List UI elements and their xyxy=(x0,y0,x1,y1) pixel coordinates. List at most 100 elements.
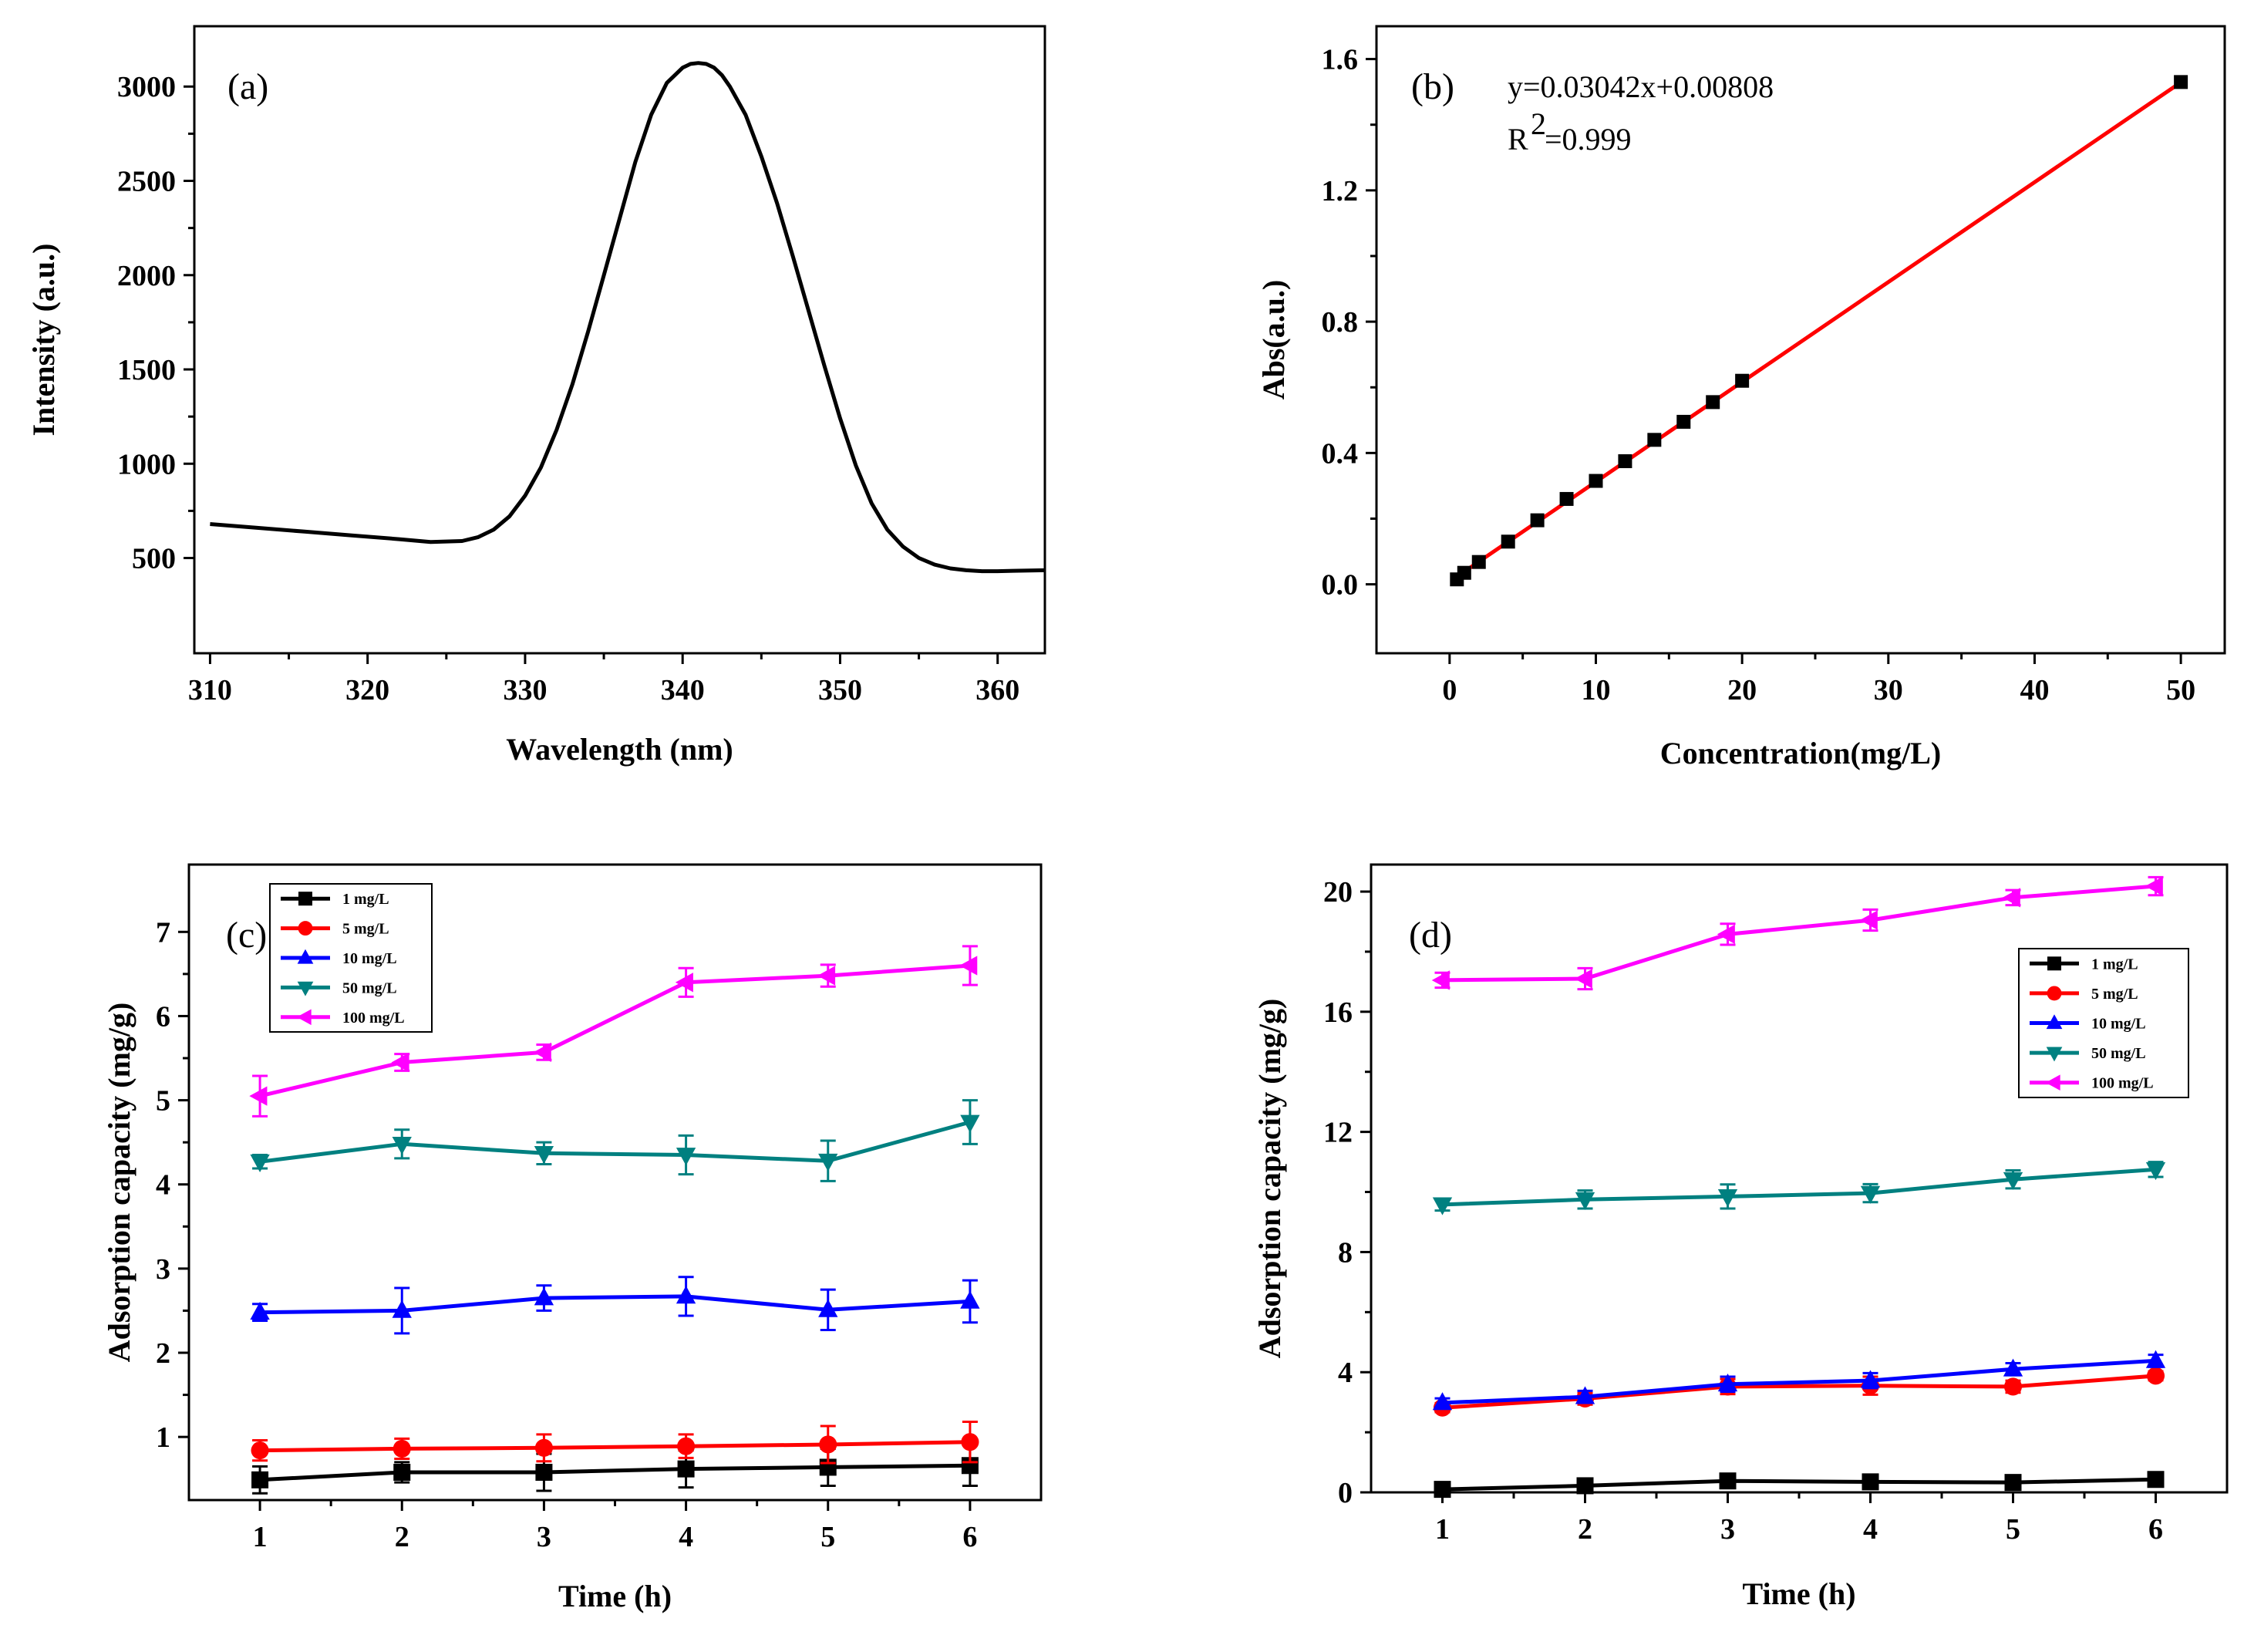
y-tick-label: 2500 xyxy=(117,165,176,197)
data-point xyxy=(1575,1192,1595,1211)
data-point xyxy=(1559,491,1574,506)
x-tick-label: 350 xyxy=(818,674,862,706)
y-tick-label: 4 xyxy=(1338,1357,1353,1389)
data-point xyxy=(1574,969,1592,989)
data-point xyxy=(392,1136,412,1155)
legend-label: 50 mg/L xyxy=(2091,1045,2146,1062)
data-point xyxy=(1530,513,1545,528)
data-point xyxy=(818,1299,838,1317)
fit-line xyxy=(1455,80,2182,578)
legend-label: 1 mg/L xyxy=(342,891,389,908)
data-point xyxy=(676,1148,696,1166)
data-point xyxy=(1717,1189,1738,1208)
y-tick-label: 2 xyxy=(156,1337,170,1370)
x-tick-label: 2 xyxy=(1578,1513,1592,1546)
spectrum-line xyxy=(210,61,1045,574)
data-point xyxy=(2146,1367,2165,1385)
data-point xyxy=(818,1153,838,1172)
data-point xyxy=(393,1463,411,1481)
data-point xyxy=(819,1435,837,1454)
x-tick-label: 10 xyxy=(1581,674,1610,706)
data-point xyxy=(1859,910,1878,930)
data-point xyxy=(1735,373,1750,388)
x-tick-label: 5 xyxy=(820,1521,835,1553)
legend-marker xyxy=(298,892,312,906)
data-point xyxy=(2147,1471,2165,1488)
legend-label: 5 mg/L xyxy=(342,921,389,938)
x-tick-label: 310 xyxy=(188,674,232,706)
y-tick-label: 1.6 xyxy=(1322,44,1359,76)
x-tick-label: 30 xyxy=(1874,674,1903,706)
r-squared-superscript: 2 xyxy=(1531,106,1546,141)
data-point xyxy=(1618,453,1632,468)
y-tick-label: 12 xyxy=(1323,1117,1353,1149)
series-5-mg-L xyxy=(1433,1367,2165,1417)
y-tick-label: 0.0 xyxy=(1322,569,1359,602)
data-point xyxy=(2002,888,2020,908)
x-tick-label: 3 xyxy=(537,1521,551,1553)
data-point xyxy=(2004,1474,2022,1492)
y-tick-label: 20 xyxy=(1323,876,1353,909)
series-line xyxy=(259,963,971,1098)
legend-marker xyxy=(2045,1074,2060,1091)
data-point xyxy=(2145,1161,2166,1181)
data-point xyxy=(817,966,836,986)
data-point xyxy=(1862,1473,1879,1491)
legend-label: 1 mg/L xyxy=(2091,956,2138,973)
data-point xyxy=(1434,1481,1451,1499)
data-point xyxy=(251,1441,269,1460)
panel-label: (b) xyxy=(1411,66,1454,107)
panel-b: 0 10 20 30 40 50 0.0 0.4 0.8 1.2 1.6 Concentration(… xyxy=(1256,25,2226,770)
legend-marker xyxy=(298,921,313,936)
panel-a: 310 320 330 340 350 360 500 1000 1500 2000 2500 300… xyxy=(26,25,1046,767)
data-point xyxy=(1432,1197,1453,1215)
legend-label: 100 mg/L xyxy=(2091,1075,2154,1092)
x-tick-label: 360 xyxy=(975,674,1019,706)
data-point xyxy=(961,1433,979,1451)
x-axis-title: Time (h) xyxy=(558,1579,672,1613)
legend: 1 mg/L 5 mg/L 10 mg/L 50 mg/L 100 mg/L xyxy=(2018,948,2189,1098)
data-point xyxy=(2174,75,2188,89)
data-point xyxy=(249,1086,268,1106)
x-tick-label: 3 xyxy=(1720,1513,1735,1546)
x-axis-title: Wavelength (nm) xyxy=(506,732,733,767)
series-line xyxy=(259,1120,971,1164)
x-tick-label: 50 xyxy=(2166,674,2195,706)
data-point xyxy=(1717,1374,1738,1392)
x-tick-label: 1 xyxy=(253,1521,268,1553)
legend-marker xyxy=(2047,956,2061,971)
y-tick-label: 2000 xyxy=(117,260,176,292)
series-50-mg-L xyxy=(1432,1161,2166,1215)
y-axis-title: Intensity (a.u.) xyxy=(26,243,61,436)
y-tick-label: 1000 xyxy=(117,448,176,480)
data-point xyxy=(392,1300,412,1318)
x-tick-label: 330 xyxy=(503,674,547,706)
r-squared-label: R xyxy=(1508,122,1528,157)
panel-c: 1 2 3 4 5 6 1 2 3 4 5 6 7 Time (h) Adsorption capacity… xyxy=(102,863,1043,1613)
data-point xyxy=(1575,1386,1595,1404)
data-point xyxy=(1457,565,1471,580)
data-point xyxy=(2003,1172,2023,1190)
x-tick-label: 5 xyxy=(2006,1513,2020,1546)
x-tick-label: 320 xyxy=(345,674,389,706)
data-point xyxy=(1860,1185,1881,1204)
series-line xyxy=(1442,1167,2156,1207)
data-point xyxy=(250,1154,270,1173)
x-tick-label: 340 xyxy=(661,674,705,706)
series-line xyxy=(259,1463,970,1482)
series-1-mg-L xyxy=(1434,1471,2165,1499)
data-point xyxy=(2003,1358,2023,1377)
y-tick-label: 1500 xyxy=(117,354,176,386)
series-line xyxy=(260,1440,970,1453)
y-tick-label: 500 xyxy=(132,543,176,575)
legend-label: 10 mg/L xyxy=(2091,1016,2146,1033)
panel-label: (c) xyxy=(226,915,267,956)
panel-label: (a) xyxy=(227,66,268,107)
series-100-mg-L xyxy=(249,945,978,1118)
series-1-mg-L xyxy=(251,1444,979,1495)
data-point xyxy=(1589,474,1603,488)
y-axis-title: Adsorption capacity (mg/g) xyxy=(1252,999,1287,1359)
equation-label: y=0.03042x+0.00808 xyxy=(1508,69,1774,104)
